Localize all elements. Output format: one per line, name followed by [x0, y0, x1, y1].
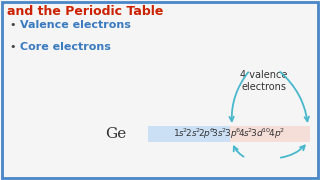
Text: Valence electrons: Valence electrons — [20, 20, 131, 30]
Bar — [230, 126, 310, 142]
Text: •: • — [9, 20, 15, 30]
Text: 4 valence
electrons: 4 valence electrons — [240, 70, 288, 92]
Text: Ge: Ge — [105, 127, 126, 141]
Text: •: • — [9, 42, 15, 52]
Bar — [148, 126, 230, 142]
Text: and the Periodic Table: and the Periodic Table — [7, 5, 164, 18]
Text: $1s^{\!2}\!2s^{\!2}\!2p^{\!6}\!3s^{\!2}\!3p^{\!6}\!4s^{\!2}\!3d^{\!10}\!4p^{\!2}: $1s^{\!2}\!2s^{\!2}\!2p^{\!6}\!3s^{\!2}\… — [173, 127, 285, 141]
Text: Core electrons: Core electrons — [20, 42, 111, 52]
